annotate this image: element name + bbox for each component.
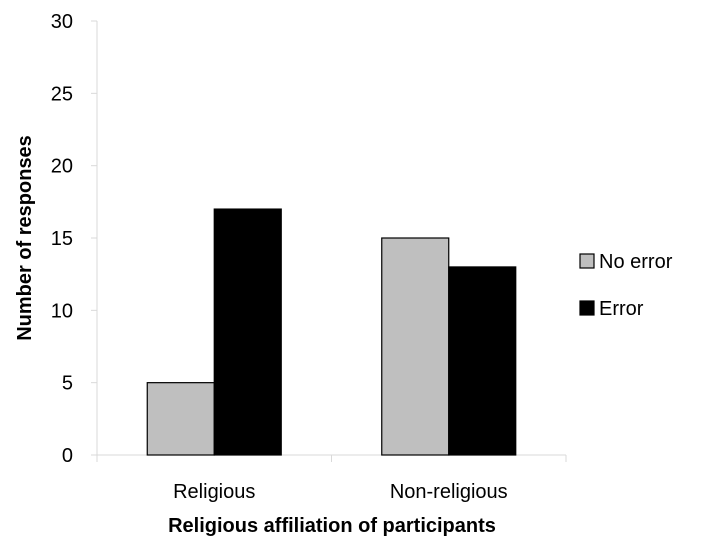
legend-label: Error (599, 298, 644, 320)
y-tick-label: 30 (51, 11, 73, 33)
y-tick-label: 20 (51, 156, 73, 178)
x-tick-label: Non-religious (390, 481, 508, 503)
legend-label: No error (599, 251, 673, 273)
x-tick-label: Religious (173, 481, 255, 503)
bar-no-error-non-religious (381, 237, 450, 456)
x-axis-labels: Religious Non-religious (173, 481, 508, 503)
y-tick-label: 10 (51, 300, 73, 322)
y-tick-label: 15 (51, 228, 73, 250)
x-axis-ticks (96, 455, 567, 462)
y-axis-title: Number of responses (14, 135, 36, 341)
bar-no-error-religious (146, 382, 215, 456)
y-tick-label: 25 (51, 83, 73, 105)
bar-error-non-religious (448, 266, 517, 456)
bar-error-religious (213, 208, 282, 456)
bars (146, 208, 517, 456)
x-axis-title: Religious affiliation of participants (168, 515, 496, 537)
y-tick-label: 5 (62, 373, 73, 395)
legend-swatch (579, 253, 595, 269)
y-axis-ticks: 0 5 10 15 20 25 30 (51, 11, 97, 467)
legend: No error Error (579, 251, 673, 320)
legend-swatch (579, 300, 595, 316)
y-tick-label: 0 (62, 445, 73, 467)
